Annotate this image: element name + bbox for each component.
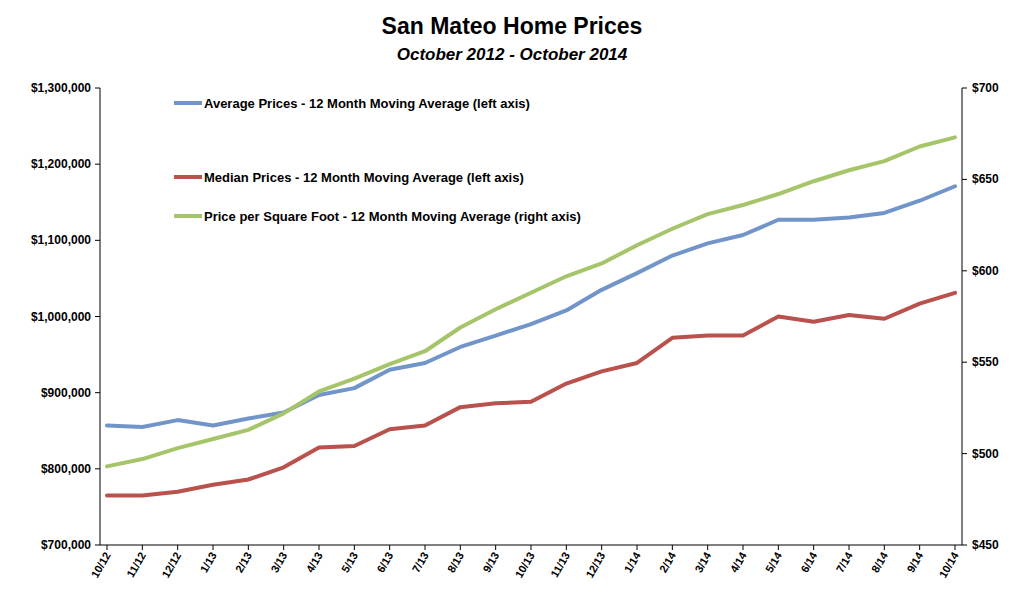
x-tick-label: 11/12 [124, 550, 148, 579]
y2-tick-label: $500 [972, 447, 999, 461]
x-tick-label: 3/14 [692, 549, 714, 574]
x-tick-label: 12/13 [583, 550, 607, 580]
x-tick-label: 7/14 [834, 549, 856, 574]
y2-tick-label: $450 [972, 538, 999, 552]
x-tick [566, 545, 567, 550]
x-tick [707, 545, 708, 550]
x-tick-label: 1/14 [622, 549, 644, 574]
x-tick-label: 5/13 [339, 550, 360, 575]
x-tick-label: 1/13 [198, 550, 219, 575]
subtitle: October 2012 - October 2014 [397, 45, 628, 64]
series-line [107, 137, 955, 466]
x-tick [495, 545, 496, 550]
x-tick [919, 545, 920, 550]
y2-tick-label: $650 [972, 172, 999, 186]
x-tick-label: 4/13 [304, 550, 325, 575]
series-line [107, 186, 955, 427]
legend-swatch [174, 101, 202, 105]
y2-tick-label: $600 [972, 264, 999, 278]
y-tick [95, 545, 100, 546]
x-tick-label: 12/12 [159, 550, 183, 580]
y2-axis-line [962, 88, 963, 545]
x-tick-label: 6/13 [374, 550, 395, 575]
x-tick-label: 11/13 [548, 550, 572, 579]
x-tick [425, 545, 426, 550]
y-tick-label: $1,100,000 [31, 233, 91, 247]
y2-tick [962, 362, 967, 363]
title: San Mateo Home Prices [382, 13, 643, 39]
x-tick-label: 10/13 [513, 550, 537, 580]
x-tick-label: 10/14 [937, 549, 962, 580]
x-tick-label: 8/13 [445, 550, 466, 575]
y-tick-label: $800,000 [41, 462, 91, 476]
x-tick [637, 545, 638, 550]
legend-label: Price per Square Foot - 12 Month Moving … [204, 209, 581, 224]
x-tick-label: 5/14 [763, 549, 785, 574]
series-group [107, 137, 955, 495]
y-tick [95, 392, 100, 393]
x-tick [778, 545, 779, 550]
y2-tick [962, 88, 967, 89]
x-tick-label: 9/14 [904, 549, 926, 574]
x-tick-label: 10/12 [89, 550, 113, 580]
x-tick [213, 545, 214, 550]
x-tick [177, 545, 178, 550]
x-tick [813, 545, 814, 550]
legend-swatch [174, 175, 202, 179]
y-tick-label: $1,200,000 [31, 157, 91, 171]
series-line [107, 293, 955, 496]
x-tick [283, 545, 284, 550]
y-tick [95, 468, 100, 469]
x-tick [672, 545, 673, 550]
x-tick [389, 545, 390, 550]
x-tick [460, 545, 461, 550]
y-tick [95, 240, 100, 241]
x-tick-label: 2/14 [657, 549, 679, 574]
y2-tick-label: $550 [972, 355, 999, 369]
x-tick [107, 545, 108, 550]
y-tick-label: $1,300,000 [31, 81, 91, 95]
x-tick [142, 545, 143, 550]
x-tick [849, 545, 850, 550]
x-tick-label: 9/13 [480, 550, 501, 575]
x-tick [955, 545, 956, 550]
y-tick-label: $700,000 [41, 538, 91, 552]
y-tick [95, 88, 100, 89]
legend-label: Median Prices - 12 Month Moving Average … [204, 170, 524, 185]
y2-tick [962, 179, 967, 180]
x-tick [884, 545, 885, 550]
x-tick-label: 4/14 [728, 549, 750, 574]
chart: San Mateo Home Prices October 2012 - Octo… [0, 0, 1024, 602]
x-tick-label: 7/13 [410, 550, 431, 575]
y2-tick [962, 270, 967, 271]
x-tick [248, 545, 249, 550]
y2-tick [962, 453, 967, 454]
x-tick-label: 8/14 [869, 549, 891, 574]
x-tick [743, 545, 744, 550]
x-tick [354, 545, 355, 550]
x-tick [601, 545, 602, 550]
legend: Average Prices - 12 Month Moving Average… [174, 96, 581, 224]
y-tick [95, 316, 100, 317]
y-tick-label: $900,000 [41, 386, 91, 400]
x-tick-label: 6/14 [798, 549, 820, 574]
x-tick [531, 545, 532, 550]
y2-tick-label: $700 [972, 81, 999, 95]
y-tick-label: $1,000,000 [31, 310, 91, 324]
legend-swatch [174, 214, 202, 218]
legend-label: Average Prices - 12 Month Moving Average… [204, 96, 530, 111]
x-tick-label: 2/13 [233, 550, 254, 575]
x-tick-label: 3/13 [268, 550, 289, 575]
y-tick [95, 164, 100, 165]
y2-tick [962, 545, 967, 546]
x-tick [319, 545, 320, 550]
